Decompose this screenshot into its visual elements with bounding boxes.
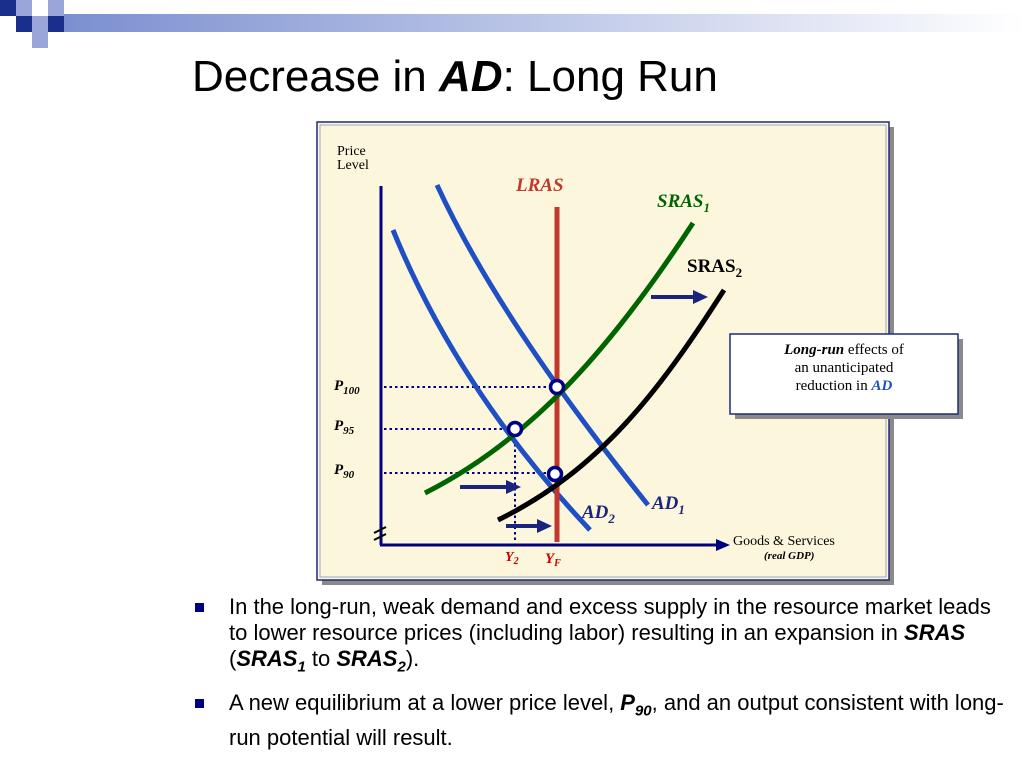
sras2-curve [496, 288, 727, 523]
y-axis-label-line2: Level [337, 158, 369, 173]
lras-label: LRAS [515, 175, 564, 196]
equilibrium-point-p90 [546, 465, 564, 483]
y-axis-label-line1: Price [337, 144, 366, 159]
bullet-item: A new equilibrium at a lower price level… [192, 690, 1012, 750]
axis-break-mark [373, 526, 387, 534]
callout-line1: Long-run effects of [783, 342, 904, 358]
price-label-p100: P100 [334, 378, 360, 397]
x-axis-arrow [716, 539, 730, 551]
price-label-p90: P90 [334, 462, 355, 481]
title-suffix: : Long Run [502, 52, 718, 101]
ad-as-diagram: Price Level Goods & Services (real GDP) … [316, 121, 963, 585]
bullet-list: In the long-run, weak demand and excess … [192, 594, 1012, 761]
slide-title: Decrease in AD: Long Run [192, 52, 718, 102]
title-decoration [0, 0, 1024, 48]
callout-line2: an unanticipated [795, 360, 894, 376]
output-shift-arrow [506, 519, 552, 533]
title-em: AD [439, 52, 503, 101]
callout-line3: reduction in AD [796, 378, 893, 394]
sras1-curve [423, 221, 696, 496]
sras2-label: SRAS2 [687, 256, 742, 280]
output-label-y2: Y2 [505, 550, 519, 567]
sras-shift-arrow [651, 290, 708, 304]
bullet-item: In the long-run, weak demand and excess … [192, 594, 1012, 680]
ad1-label: AD1 [651, 493, 685, 517]
output-label-yf: YF [545, 551, 561, 569]
x-axis-sublabel: (real GDP) [764, 550, 814, 562]
ad1-curve [434, 183, 650, 507]
bullet-square-icon [195, 603, 204, 612]
bullet-square-icon [195, 699, 204, 709]
equilibrium-point-p100 [548, 378, 566, 396]
equilibrium-point-p95 [506, 420, 524, 438]
x-axis-label: Goods & Services [733, 534, 835, 549]
ad2-label: AD2 [581, 502, 615, 526]
p90-shift-arrow [460, 480, 521, 494]
callout-box [729, 333, 959, 415]
price-label-p95: P95 [334, 418, 355, 437]
title-prefix: Decrease in [192, 52, 440, 101]
sras1-label: SRAS1 [657, 191, 710, 215]
